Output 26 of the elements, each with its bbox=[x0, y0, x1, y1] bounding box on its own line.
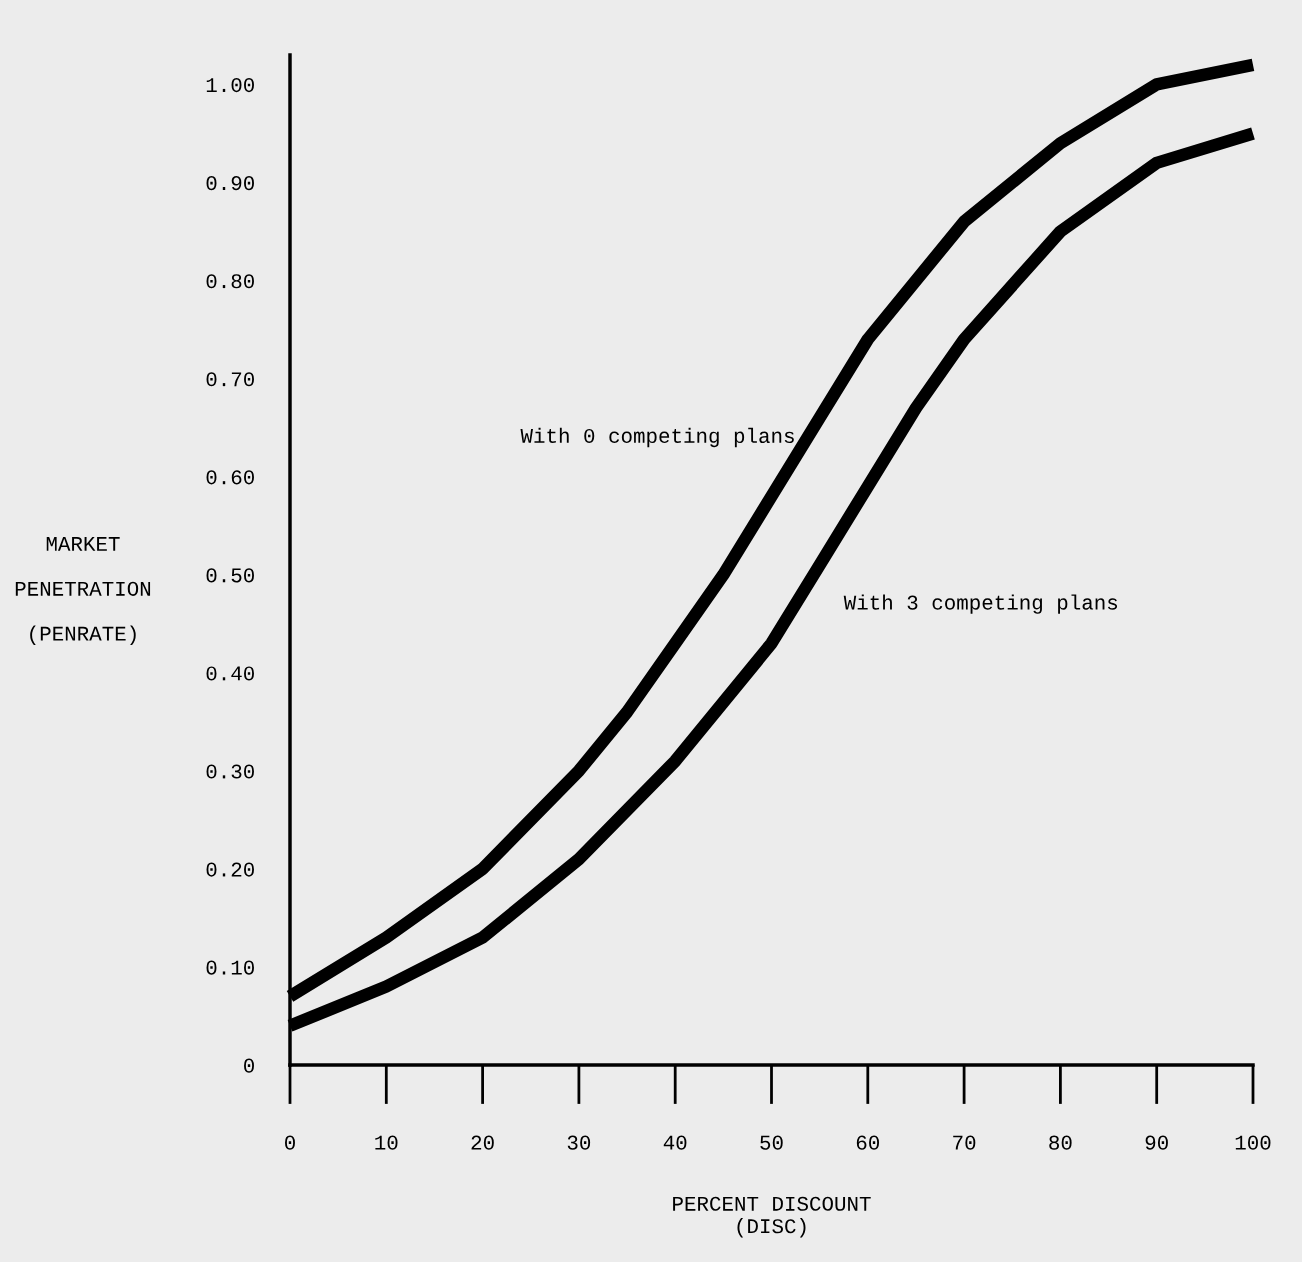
series-label: With 0 competing plans bbox=[520, 427, 794, 448]
x-tick-label: 70 bbox=[953, 1135, 976, 1150]
y-tick-label: 0.70 bbox=[206, 372, 254, 387]
x-tick-label: 60 bbox=[856, 1135, 880, 1150]
x-tick-label: 50 bbox=[760, 1135, 783, 1150]
y-tick-label: 0.90 bbox=[206, 176, 254, 191]
x-tick-label: 30 bbox=[567, 1135, 591, 1150]
y-tick-label: 0.20 bbox=[206, 862, 254, 877]
text: MARKET PENETRATION (PENRATE) bbox=[15, 537, 151, 645]
y-tick-label: 0.10 bbox=[206, 960, 254, 975]
x-tick-label: 100 bbox=[1235, 1135, 1271, 1150]
x-tick-label: 80 bbox=[1049, 1135, 1072, 1150]
series-label: With 3 competing plans bbox=[843, 594, 1118, 614]
y-tick-label: 0 bbox=[244, 1058, 254, 1073]
x-tick-label: 10 bbox=[375, 1135, 398, 1150]
x-tick-label: 20 bbox=[471, 1135, 494, 1150]
y-tick-label: 0.40 bbox=[206, 666, 254, 681]
y-tick-label: 1.00 bbox=[206, 78, 254, 93]
x-tick-label: 0 bbox=[285, 1135, 295, 1150]
y-tick-label: 0.30 bbox=[206, 764, 254, 779]
x-axis-title: PERCENT DISCOUNT (DISC) bbox=[673, 1196, 871, 1238]
x-tick-label: 90 bbox=[1145, 1135, 1168, 1150]
y-tick-label: 0.60 bbox=[206, 470, 254, 485]
x-tick-label: 40 bbox=[663, 1135, 687, 1150]
y-tick-label: 0.50 bbox=[206, 568, 254, 583]
y-tick-label: 0.80 bbox=[206, 274, 254, 289]
